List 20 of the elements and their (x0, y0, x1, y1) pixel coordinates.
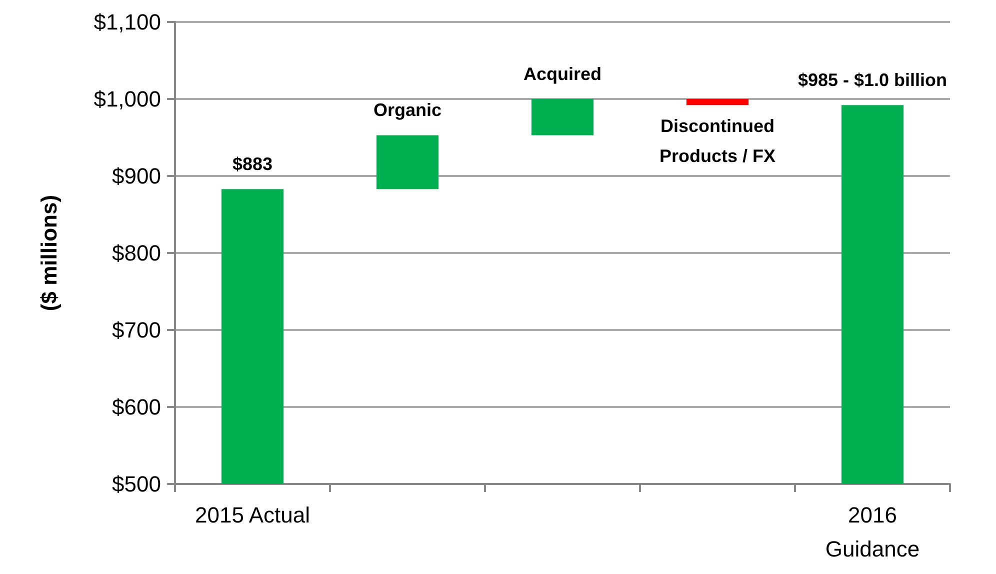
bar (376, 135, 438, 190)
x-tick-label: 2015 Actual (195, 502, 310, 528)
annotation: Discontinued Products / FX (659, 116, 776, 166)
y-tick-label: $800 (112, 240, 161, 266)
y-tick-label: $1,000 (94, 86, 161, 112)
annotation: $985 - $1.0 billion (798, 70, 948, 90)
bar (532, 99, 594, 136)
bar (686, 99, 748, 106)
annotation: $883 (232, 154, 273, 174)
y-tick-label: $500 (112, 472, 161, 496)
y-tick-label: $700 (112, 318, 161, 342)
annotation: Organic (373, 100, 442, 120)
y-tick-label: $900 (112, 164, 161, 188)
x-tick-label: 2016 Guidance (825, 502, 920, 562)
bar (842, 105, 904, 484)
bar (222, 189, 284, 484)
y-axis-title: ($ millions) (36, 194, 62, 312)
annotation: Acquired (523, 64, 602, 84)
y-tick-label: $1,100 (94, 10, 161, 34)
y-tick-label: $600 (112, 394, 161, 420)
